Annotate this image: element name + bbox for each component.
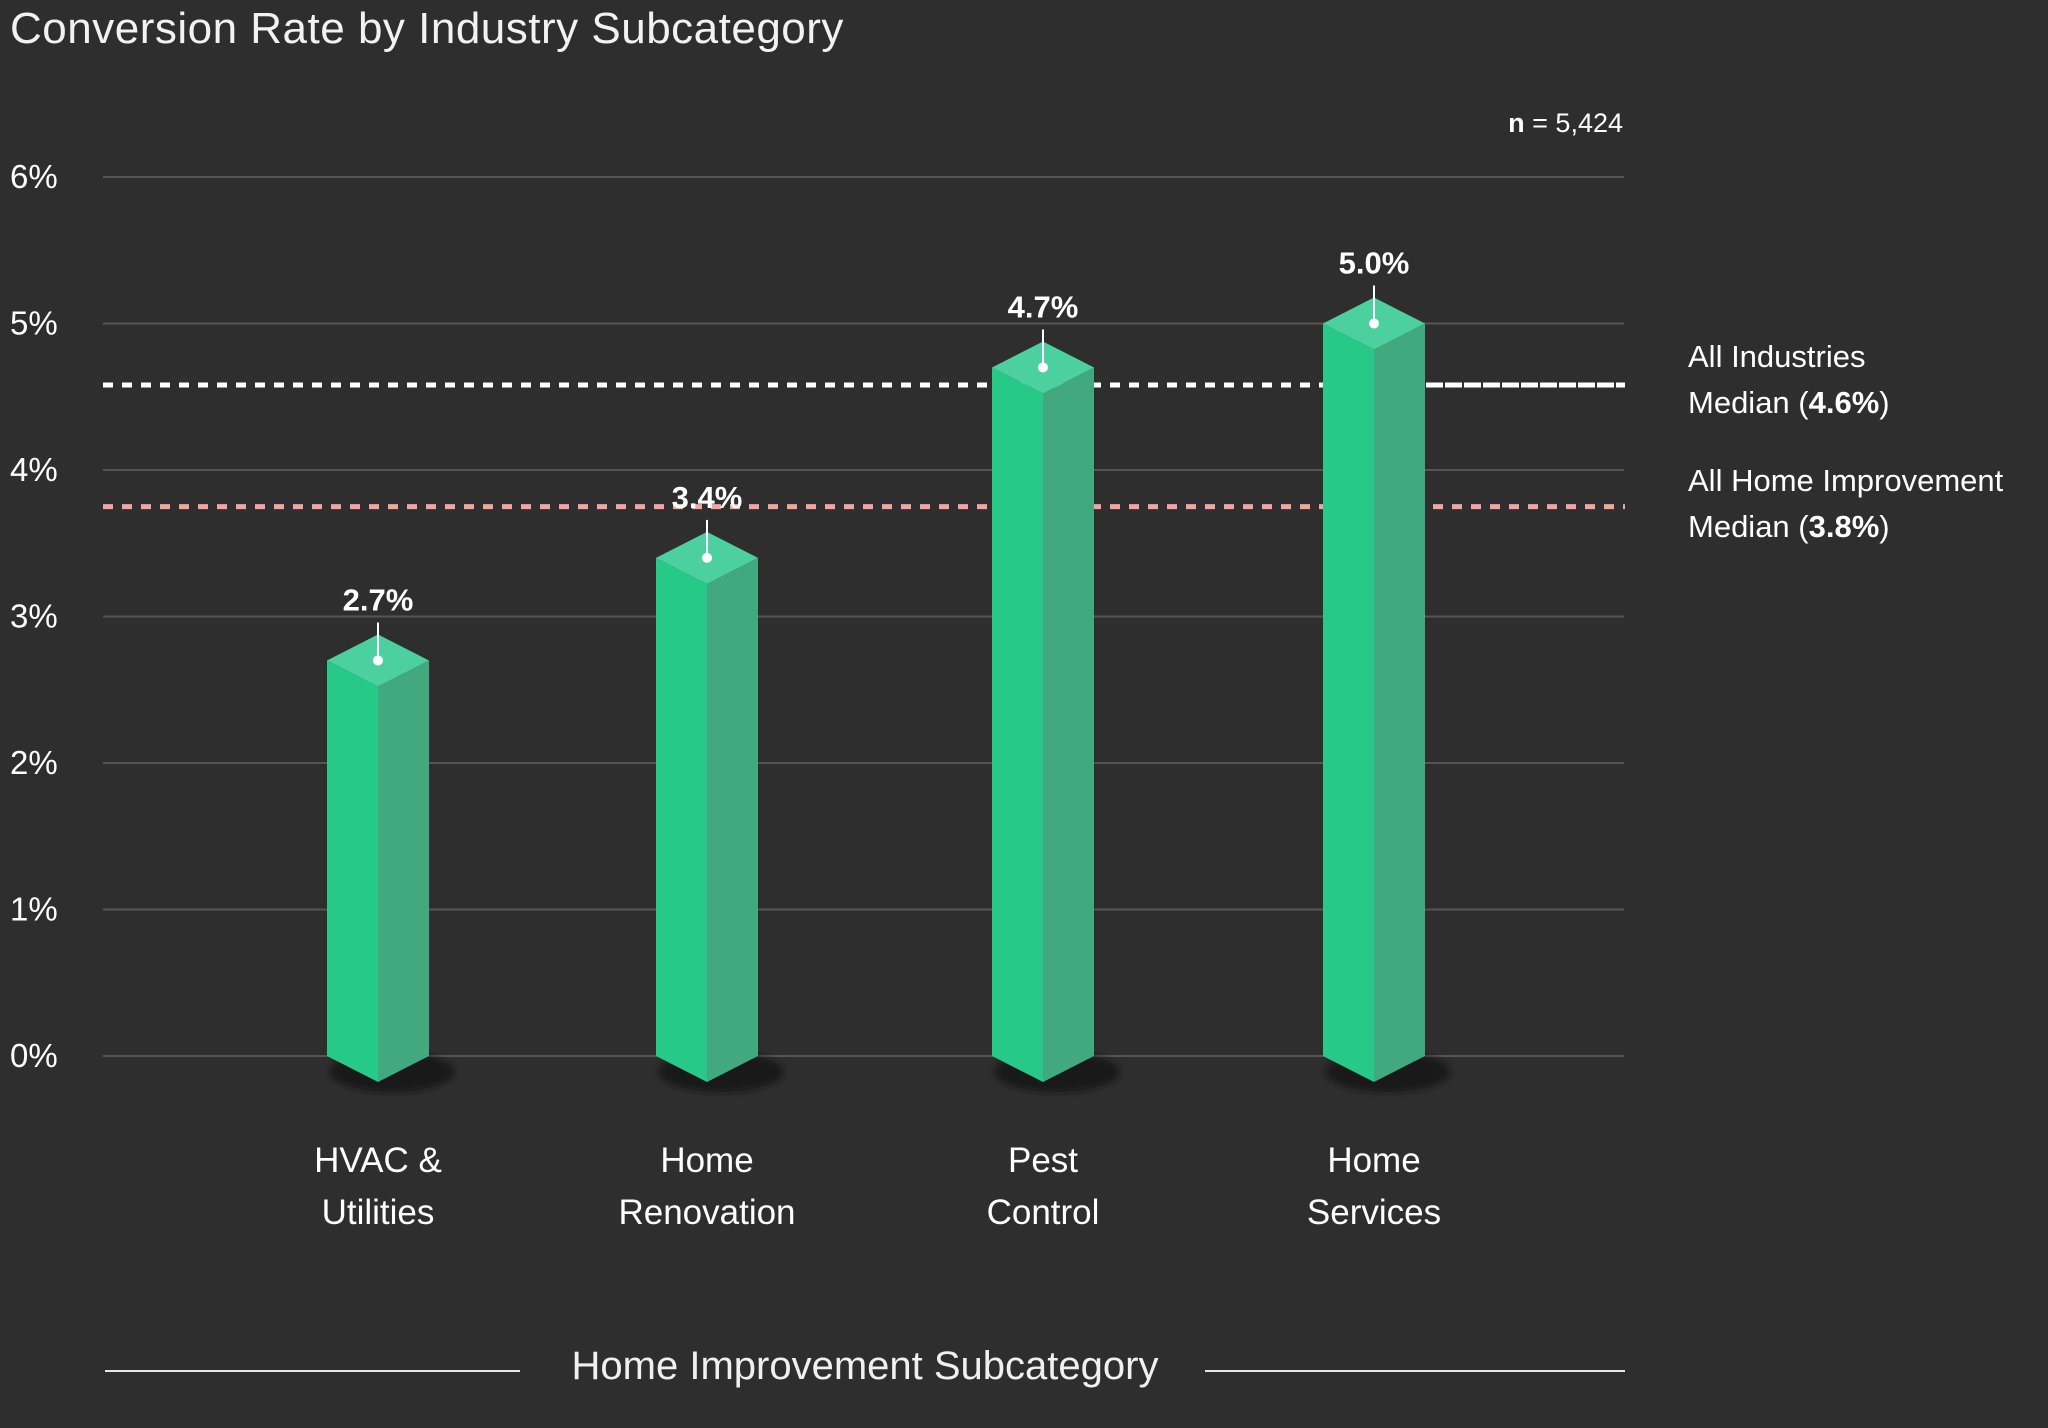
x-category-label: Home Renovation [618, 1141, 795, 1232]
ref-label-line1: All Home Improvement [1688, 463, 2004, 498]
value-dot [373, 655, 383, 666]
bar [656, 519, 783, 1092]
y-tick-label: 2% [10, 744, 58, 781]
all-industries-median-label: All Industries Median (4.6%) [1688, 334, 1890, 426]
reference-lines-layer [103, 382, 1625, 510]
bar-front-face [656, 557, 707, 1082]
x-category-label-line: HVAC & [314, 1141, 442, 1180]
x-category-label-line: Renovation [618, 1193, 795, 1232]
labels-layer: 0% 1% 2% 3% 4% 5% 6% 2.7% HVAC & Utilities 3.4% Hom… [10, 158, 1441, 1232]
x-category-label-line: Home [1327, 1141, 1420, 1180]
ref-label-line1: All Industries [1688, 339, 1866, 374]
bar-side-face [1043, 367, 1094, 1082]
value-dot [702, 552, 712, 563]
bar-side-face [378, 660, 429, 1082]
bar-value-label: 3.4% [672, 480, 743, 515]
value-dot [1038, 362, 1048, 373]
bar-side-face [707, 557, 758, 1082]
x-category-label-line: Services [1307, 1193, 1441, 1232]
y-tick-label: 4% [10, 451, 58, 488]
sample-size-value: = 5,424 [1532, 108, 1623, 138]
x-category-label-line: Utilities [322, 1193, 435, 1232]
ref-label-line2: Median (4.6%) [1688, 385, 1890, 420]
bar-value-label: 5.0% [1339, 246, 1410, 281]
bar-side-face [1374, 323, 1425, 1082]
value-dot [1369, 318, 1379, 329]
y-tick-label: 5% [10, 305, 58, 342]
x-category-label: Pest Control [987, 1141, 1100, 1232]
bar-front-face [327, 660, 378, 1082]
y-tick-label: 1% [10, 891, 58, 928]
bar [1323, 285, 1450, 1092]
bar-value-label: 2.7% [343, 582, 414, 617]
y-tick-label: 0% [10, 1037, 58, 1074]
bar-front-face [1323, 323, 1374, 1082]
x-axis-title: Home Improvement Subcategory [571, 1344, 1159, 1388]
x-category-label-line: Pest [1008, 1141, 1078, 1180]
y-tick-label: 6% [10, 158, 58, 195]
bar-front-face [992, 367, 1043, 1082]
x-category-label-line: Control [987, 1193, 1100, 1232]
bar [327, 622, 454, 1092]
bars-layer [327, 285, 1450, 1092]
home-improvement-median-label: All Home Improvement Median (3.8%) [1688, 458, 2003, 550]
bar [992, 329, 1119, 1092]
x-category-label: Home Services [1307, 1141, 1441, 1232]
sample-size-n: n [1508, 108, 1525, 138]
sample-size-label: n = 5,424 [1508, 108, 1623, 139]
x-category-label-line: Home [660, 1141, 753, 1180]
bar-value-label: 4.7% [1008, 289, 1079, 324]
ref-label-line2: Median (3.8%) [1688, 509, 1890, 544]
x-category-label: HVAC & Utilities [314, 1141, 442, 1232]
y-tick-label: 3% [10, 598, 58, 635]
chart-title: Conversion Rate by Industry Subcategory [10, 4, 844, 53]
